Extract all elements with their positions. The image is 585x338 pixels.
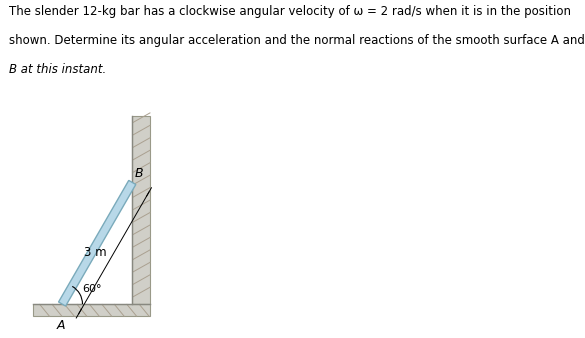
Text: The slender 12-kg bar has a clockwise angular velocity of ω = 2 rad/s when it is: The slender 12-kg bar has a clockwise an… — [9, 5, 571, 18]
Bar — [33, 304, 150, 316]
Text: 3 m: 3 m — [84, 246, 107, 259]
Text: B at this instant.: B at this instant. — [9, 63, 106, 75]
Polygon shape — [58, 180, 136, 306]
Text: A: A — [57, 319, 65, 332]
Text: B: B — [135, 167, 144, 180]
Bar — [132, 116, 150, 304]
Text: shown. Determine its angular acceleration and the normal reactions of the smooth: shown. Determine its angular acceleratio… — [9, 34, 584, 47]
Text: 60°: 60° — [82, 284, 101, 294]
